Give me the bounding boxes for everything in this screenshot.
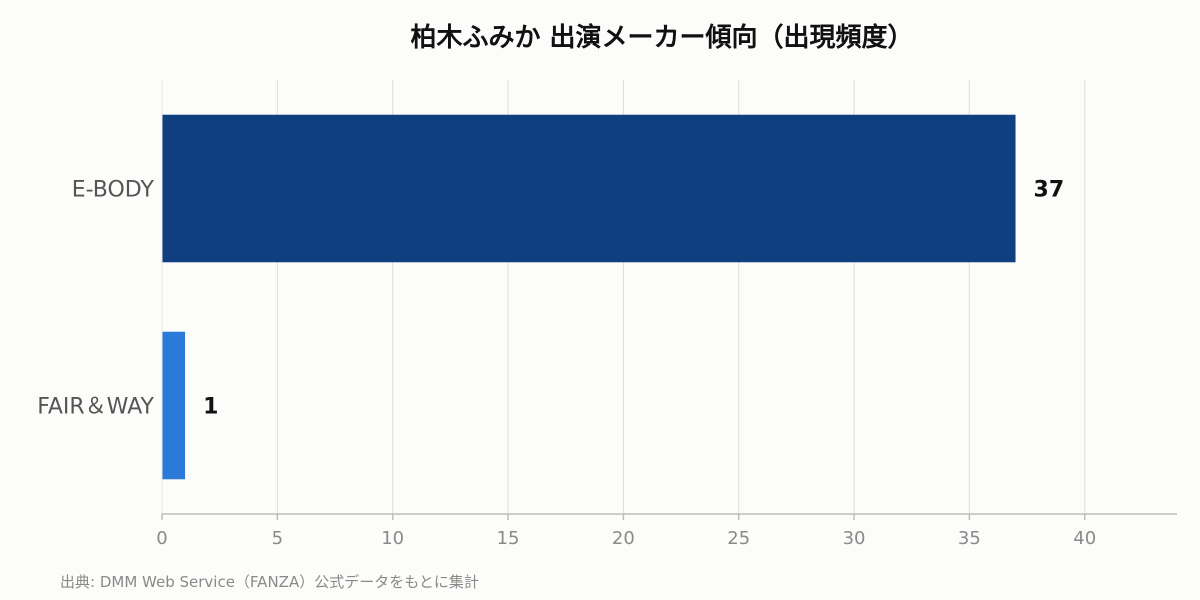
x-tick-label-25: 25 xyxy=(727,528,750,549)
chart-title: 柏木ふみか 出演メーカー傾向（出現頻度） xyxy=(410,22,913,53)
x-tick-label-0: 0 xyxy=(156,528,167,549)
x-tick-label-40: 40 xyxy=(1073,528,1096,549)
bars xyxy=(162,114,1016,480)
category-label-1: FAIR＆WAY xyxy=(37,395,154,420)
value-label-1: 1 xyxy=(203,395,218,420)
x-tick-label-30: 30 xyxy=(843,528,866,549)
bar-0 xyxy=(162,114,1016,263)
x-tick-label-20: 20 xyxy=(612,528,635,549)
x-tick-label-5: 5 xyxy=(272,528,283,549)
source-note: 出典: DMM Web Service（FANZA）公式データをもとに集計 xyxy=(60,573,479,591)
bar-1 xyxy=(162,331,186,480)
labels: E-BODY 37 FAIR＆WAY 1 xyxy=(37,178,1064,420)
category-label-0: E-BODY xyxy=(72,178,155,203)
value-label-0: 37 xyxy=(1034,178,1065,203)
x-tick-label-35: 35 xyxy=(958,528,981,549)
x-tick-label-15: 15 xyxy=(497,528,520,549)
x-axis: 0 5 10 15 20 25 30 35 40 xyxy=(156,80,1177,549)
x-tick-label-10: 10 xyxy=(381,528,404,549)
